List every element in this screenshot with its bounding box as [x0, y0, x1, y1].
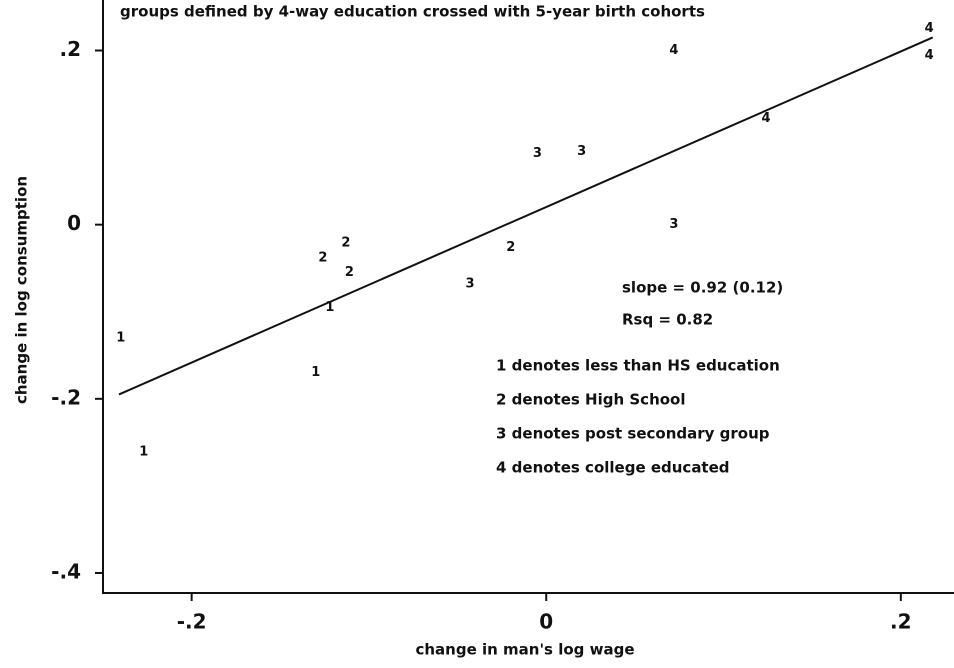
annotation: Rsq = 0.82: [622, 311, 713, 329]
chart-title: groups defined by 4-way education crosse…: [120, 3, 705, 21]
y-axis-label: change in log consumption: [13, 176, 31, 404]
fit-line: [118, 36, 934, 396]
point-marker: 4: [669, 43, 678, 58]
y-tick-label: -.4: [51, 559, 81, 583]
point-marker: 3: [577, 144, 586, 159]
point-marker: 3: [669, 217, 678, 232]
point-marker: 2: [341, 235, 350, 250]
point-marker: 3: [533, 146, 542, 161]
legend-entry: 1 denotes less than HS education: [496, 357, 780, 375]
point-marker: 1: [116, 330, 125, 345]
x-tick-label: -.2: [177, 610, 207, 634]
legend-entry: 3 denotes post secondary group: [496, 425, 770, 443]
point-marker: 1: [311, 365, 320, 380]
y-tick-label: -.2: [51, 385, 81, 409]
point-marker: 3: [465, 276, 474, 291]
x-axis-label: change in man's log wage: [415, 641, 634, 659]
point-marker: 2: [318, 250, 327, 265]
legend-entry: 2 denotes High School: [496, 391, 686, 409]
point-marker: 1: [139, 444, 148, 459]
point-marker: 4: [925, 48, 934, 63]
point-marker: 1: [325, 300, 334, 315]
point-marker: 2: [506, 240, 515, 255]
x-tick-label: .2: [890, 610, 912, 634]
point-marker: 4: [762, 111, 771, 126]
y-tick-label: .2: [59, 37, 81, 61]
legend-entry: 4 denotes college educated: [496, 459, 730, 477]
point-marker: 2: [345, 265, 354, 280]
y-tick-label: 0: [67, 211, 81, 235]
annotation: slope = 0.92 (0.12): [622, 279, 783, 297]
point-marker: 4: [925, 21, 934, 36]
x-tick-label: 0: [539, 610, 553, 634]
